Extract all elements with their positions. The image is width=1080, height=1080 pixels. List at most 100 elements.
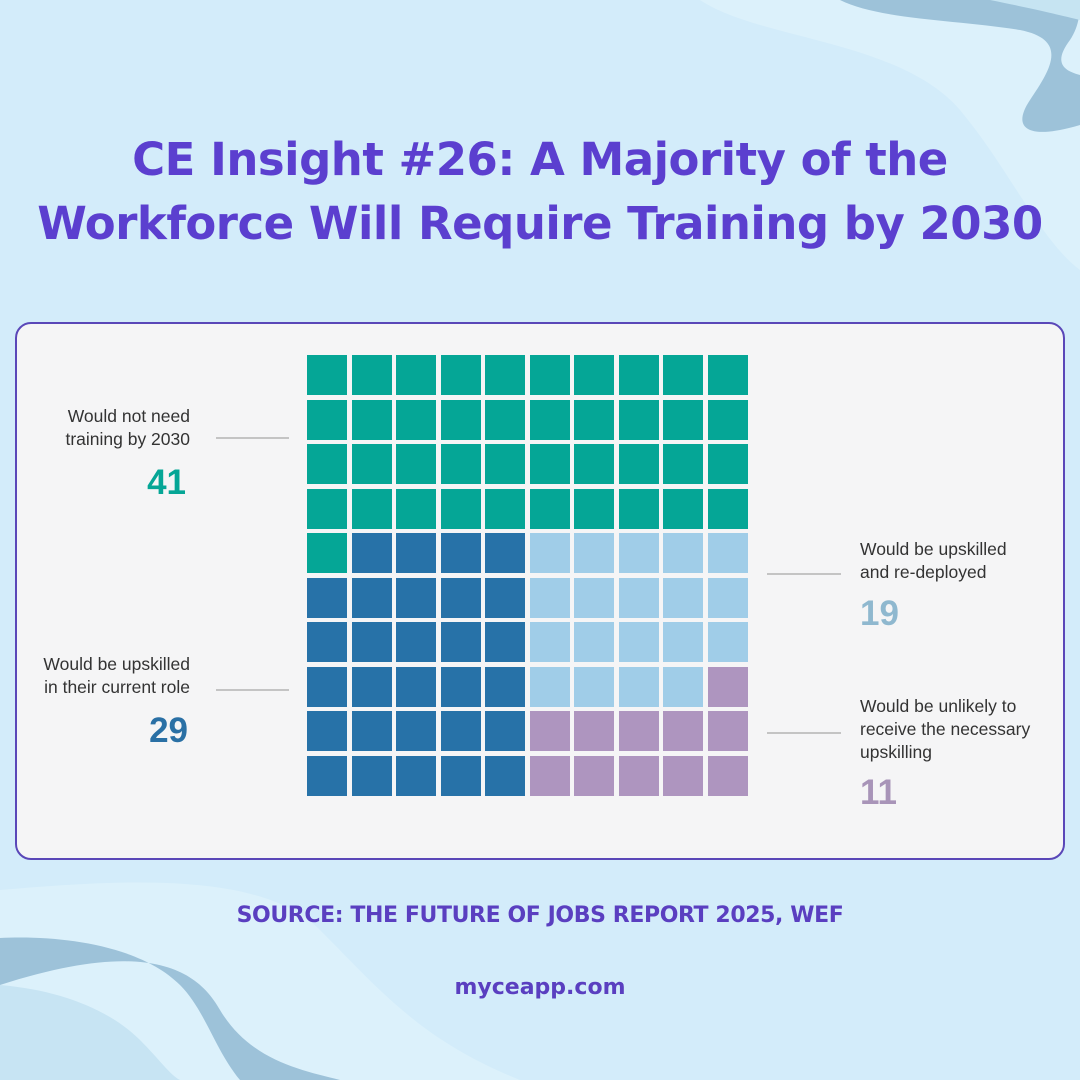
cell-redeployed <box>707 533 748 573</box>
cell-no-training <box>574 355 614 395</box>
cell-current-role <box>351 711 392 751</box>
cell-no-training <box>351 399 392 440</box>
cell-current-role <box>485 711 525 751</box>
cell-redeployed <box>707 577 748 618</box>
cell-current-role <box>440 577 481 618</box>
cell-current-role <box>396 533 436 573</box>
cell-current-role <box>351 622 392 662</box>
connector-unlikely <box>767 732 841 734</box>
cell-no-training <box>529 399 570 440</box>
connector-current-role <box>216 689 289 691</box>
cell-no-training <box>663 355 703 395</box>
cell-current-role <box>351 755 392 796</box>
cell-redeployed <box>618 666 659 707</box>
cell-current-role <box>396 666 436 707</box>
cell-no-training <box>529 444 570 484</box>
cell-current-role <box>440 711 481 751</box>
cell-no-training <box>351 355 392 395</box>
connector-no-training <box>216 437 289 439</box>
cell-no-training <box>707 488 748 529</box>
title-line-1: CE Insight #26: A Majority of the <box>132 133 948 186</box>
cell-redeployed <box>663 666 703 707</box>
cell-no-training <box>396 399 436 440</box>
cell-redeployed <box>663 533 703 573</box>
source-citation: SOURCE: THE FUTURE OF JOBS REPORT 2025, … <box>236 903 844 928</box>
cell-current-role <box>396 622 436 662</box>
cell-no-training <box>574 444 614 484</box>
cell-current-role <box>351 577 392 618</box>
cell-no-training <box>618 444 659 484</box>
cell-redeployed <box>618 533 659 573</box>
cell-no-training <box>529 355 570 395</box>
cell-current-role <box>485 666 525 707</box>
cell-current-role <box>485 533 525 573</box>
cell-redeployed <box>529 622 570 662</box>
cell-unlikely <box>618 711 659 751</box>
waffle-chart <box>307 355 748 796</box>
cell-no-training <box>440 399 481 440</box>
cell-redeployed <box>574 666 614 707</box>
cell-no-training <box>485 488 525 529</box>
cell-redeployed <box>618 577 659 618</box>
cell-redeployed <box>529 666 570 707</box>
cell-current-role <box>307 711 347 751</box>
cell-current-role <box>396 755 436 796</box>
cell-current-role <box>396 711 436 751</box>
cell-unlikely <box>574 711 614 751</box>
cell-no-training <box>707 399 748 440</box>
cell-no-training <box>707 444 748 484</box>
cell-current-role <box>440 622 481 662</box>
cell-unlikely <box>707 755 748 796</box>
cell-unlikely <box>529 711 570 751</box>
cell-no-training <box>574 488 614 529</box>
cell-current-role <box>307 755 347 796</box>
cell-current-role <box>440 755 481 796</box>
website-link[interactable]: myceapp.com <box>454 975 626 1000</box>
cell-current-role <box>485 622 525 662</box>
cell-redeployed <box>618 622 659 662</box>
cell-no-training <box>618 488 659 529</box>
cell-no-training <box>529 488 570 529</box>
cell-no-training <box>485 444 525 484</box>
cell-current-role <box>396 577 436 618</box>
cell-no-training <box>307 533 347 573</box>
cell-no-training <box>618 355 659 395</box>
cell-current-role <box>440 666 481 707</box>
cell-no-training <box>307 399 347 440</box>
cell-redeployed <box>663 577 703 618</box>
cell-current-role <box>307 577 347 618</box>
cell-unlikely <box>529 755 570 796</box>
page-title: CE Insight #26: A Majority of the Workfo… <box>0 128 1080 256</box>
connector-redeployed <box>767 573 841 575</box>
cell-redeployed <box>529 577 570 618</box>
cell-no-training <box>485 399 525 440</box>
cell-no-training <box>396 355 436 395</box>
value-unlikely: 11 <box>860 773 897 812</box>
cell-current-role <box>351 666 392 707</box>
value-no-training: 41 <box>147 463 186 502</box>
cell-unlikely <box>618 755 659 796</box>
legend-label-current-role: Would be upskilled in their current role <box>43 654 190 697</box>
cell-no-training <box>663 488 703 529</box>
cell-current-role <box>485 577 525 618</box>
cell-redeployed <box>574 577 614 618</box>
cell-no-training <box>307 444 347 484</box>
value-current-role: 29 <box>149 711 188 750</box>
cell-unlikely <box>707 666 748 707</box>
cell-current-role <box>485 755 525 796</box>
cell-current-role <box>440 533 481 573</box>
cell-no-training <box>663 399 703 440</box>
cell-no-training <box>574 399 614 440</box>
cell-redeployed <box>529 533 570 573</box>
cell-no-training <box>440 444 481 484</box>
cell-no-training <box>351 488 392 529</box>
cell-unlikely <box>707 711 748 751</box>
value-redeployed: 19 <box>860 594 899 633</box>
cell-unlikely <box>574 755 614 796</box>
cell-no-training <box>307 355 347 395</box>
cell-redeployed <box>663 622 703 662</box>
cell-no-training <box>307 488 347 529</box>
legend-label-unlikely: Would be unlikely to receive the necessa… <box>860 696 1031 762</box>
cell-unlikely <box>663 711 703 751</box>
